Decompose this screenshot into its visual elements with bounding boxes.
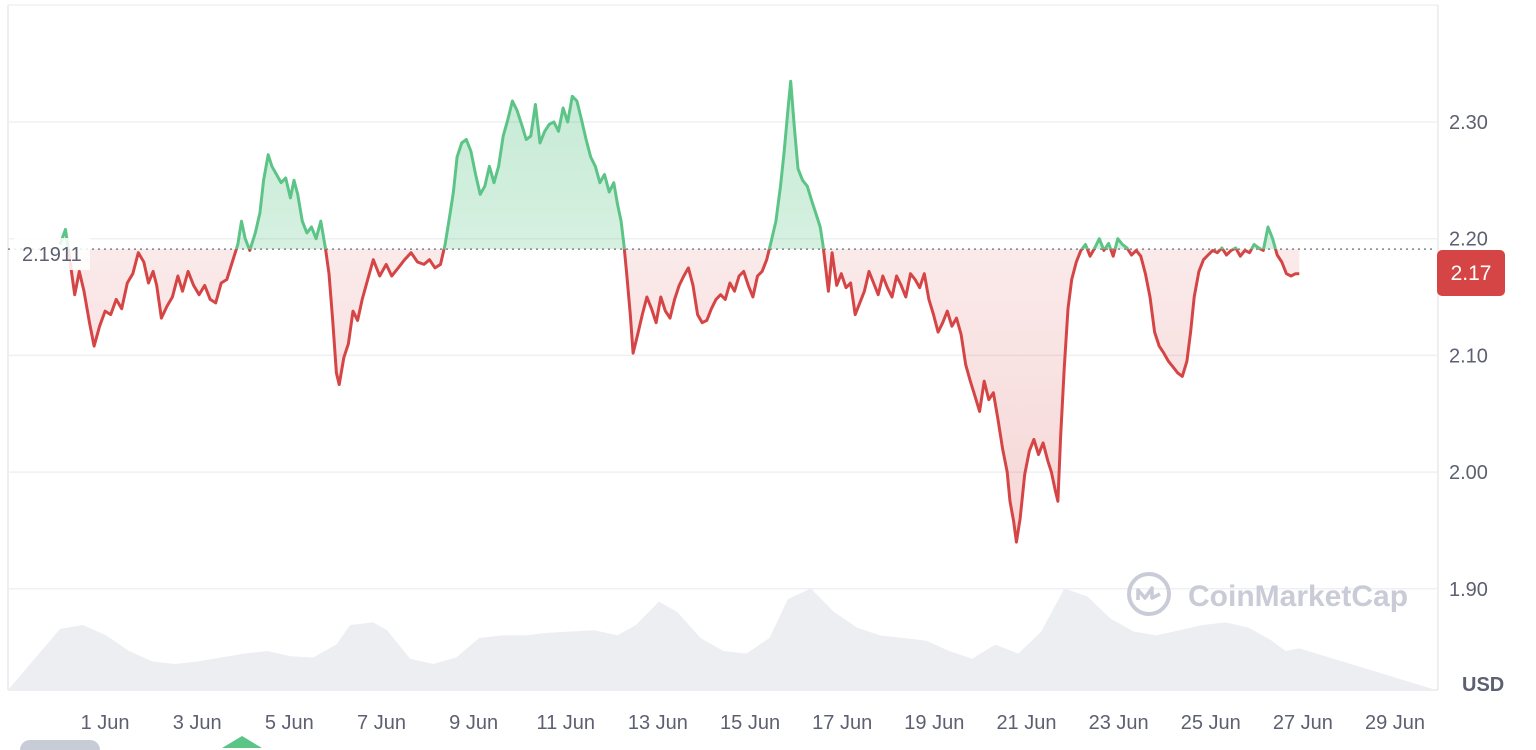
y-tick-label: 2.30 bbox=[1449, 112, 1488, 134]
current-price-label: 2.17 bbox=[1451, 262, 1492, 285]
y-tick-label: 2.10 bbox=[1449, 345, 1488, 367]
reference-label-bg bbox=[14, 238, 90, 270]
x-tick-label: 1 Jun bbox=[81, 712, 130, 734]
y-axis: 2.30 2.20 2.10 2.00 1.90 bbox=[1449, 112, 1488, 601]
range-slider-handles[interactable] bbox=[20, 736, 262, 750]
x-tick-label: 15 Jun bbox=[720, 712, 780, 734]
x-tick-label: 17 Jun bbox=[812, 712, 872, 734]
x-tick-label: 7 Jun bbox=[357, 712, 406, 734]
volume-area bbox=[8, 588, 1436, 690]
range-handle-left[interactable] bbox=[20, 740, 100, 750]
area-above-reference bbox=[60, 81, 1276, 250]
x-tick-label: 19 Jun bbox=[904, 712, 964, 734]
range-handle-marker-icon[interactable] bbox=[222, 736, 262, 748]
price-area bbox=[60, 81, 1300, 543]
area-below-reference bbox=[60, 249, 1300, 543]
x-tick-label: 9 Jun bbox=[449, 712, 498, 734]
x-tick-label: 11 Jun bbox=[536, 712, 595, 734]
price-line bbox=[58, 79, 1300, 544]
reference-value-label: 2.1911 bbox=[22, 244, 82, 266]
x-tick-label: 13 Jun bbox=[628, 712, 688, 734]
coinmarketcap-logo-icon bbox=[1127, 572, 1171, 616]
volume-area-shape bbox=[8, 588, 1436, 690]
price-line-down bbox=[66, 249, 1300, 544]
x-tick-label: 3 Jun bbox=[173, 712, 222, 734]
x-tick-label: 5 Jun bbox=[265, 712, 314, 734]
y-tick-label: 2.20 bbox=[1449, 229, 1488, 251]
x-tick-label: 25 Jun bbox=[1181, 712, 1241, 734]
x-tick-label: 29 Jun bbox=[1365, 712, 1425, 734]
y-tick-label: 1.90 bbox=[1449, 579, 1488, 601]
watermark-text: CoinMarketCap bbox=[1188, 580, 1408, 613]
price-line-up bbox=[58, 79, 1278, 250]
x-axis: 1 Jun 3 Jun 5 Jun 7 Jun 9 Jun 11 Jun 13 Jun 15 … bbox=[81, 712, 1425, 734]
coinmarketcap-watermark: CoinMarketCap bbox=[1127, 572, 1408, 616]
x-tick-label: 23 Jun bbox=[1089, 712, 1149, 734]
x-tick-label: 27 Jun bbox=[1273, 712, 1333, 734]
current-price-badge: 2.17 bbox=[1437, 250, 1505, 296]
y-tick-label: 2.00 bbox=[1449, 462, 1488, 484]
x-tick-label: 21 Jun bbox=[996, 712, 1056, 734]
currency-unit-label: USD bbox=[1462, 674, 1504, 696]
